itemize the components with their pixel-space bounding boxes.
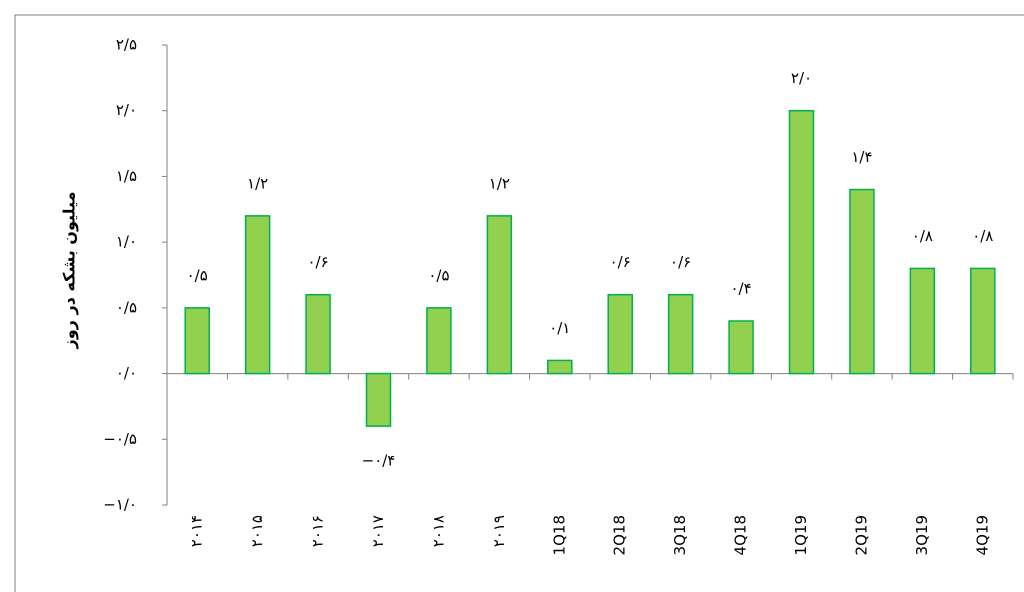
bar [788, 109, 815, 375]
bar [244, 215, 271, 375]
x-tick-label: 4Q18 [732, 515, 750, 555]
value-label: ۰/۵ [187, 266, 208, 284]
x-tick-label: 4Q19 [973, 515, 991, 555]
bar [970, 267, 996, 375]
y-tick-label: ۰/۵ [116, 298, 137, 316]
x-tick-label: 1Q18 [550, 515, 568, 555]
value-label: ۰/۸ [972, 227, 993, 245]
bar [184, 307, 210, 375]
x-tick-label: ۲۰۱۷ [369, 515, 387, 547]
bar [547, 359, 573, 375]
value-label: ۱/۴ [851, 148, 872, 166]
x-tick-label: 3Q18 [671, 515, 689, 555]
x-tick-label: ۲۰۱۴ [188, 515, 206, 547]
value-label: ۰/۸ [912, 227, 933, 245]
y-tick-label: ۱/۰ [116, 233, 137, 251]
value-label: ۰/۵ [428, 266, 449, 284]
x-tick-label: 3Q19 [913, 515, 931, 555]
bar [426, 307, 452, 375]
value-label: ۲/۰ [791, 69, 812, 87]
value-label: ۰/۶ [610, 253, 631, 271]
value-label: ۱/۲ [247, 174, 268, 192]
y-tick-label: −۱/۰ [103, 496, 137, 514]
value-label: ۰/۶ [307, 253, 328, 271]
bar [607, 293, 633, 375]
x-tick-label: 2Q19 [852, 515, 870, 555]
chart-frame [14, 14, 1024, 592]
bar [728, 320, 754, 375]
y-tick-label: ۲/۰ [116, 101, 137, 119]
bar [305, 293, 331, 375]
bar [486, 215, 513, 375]
value-label: ۰/۱ [549, 319, 570, 337]
x-tick-label: ۲۰۱۵ [248, 515, 266, 547]
y-tick-label: ۱/۵ [116, 167, 137, 185]
value-label: ۰/۴ [730, 280, 751, 298]
x-tick-label: ۲۰۱۹ [490, 515, 508, 547]
value-label: ۱/۲ [489, 174, 510, 192]
x-tick-label: ۲۰۱۶ [309, 515, 327, 547]
bar [667, 293, 694, 375]
bar [909, 267, 936, 375]
y-axis-label: میلیون بشکه در روز [60, 192, 79, 350]
bar [365, 372, 392, 427]
bar [849, 188, 875, 375]
value-label: ۰/۶ [670, 253, 691, 271]
x-tick-label: 1Q19 [792, 515, 810, 555]
x-tick-label: 2Q18 [611, 515, 629, 555]
x-tick-label: ۲۰۱۸ [429, 515, 447, 547]
y-tick-label: ۰/۰ [116, 364, 137, 382]
value-label: −۰/۴ [362, 452, 396, 470]
y-tick-label: ۲/۵ [116, 36, 137, 54]
y-tick-label: −۰/۵ [103, 430, 137, 448]
